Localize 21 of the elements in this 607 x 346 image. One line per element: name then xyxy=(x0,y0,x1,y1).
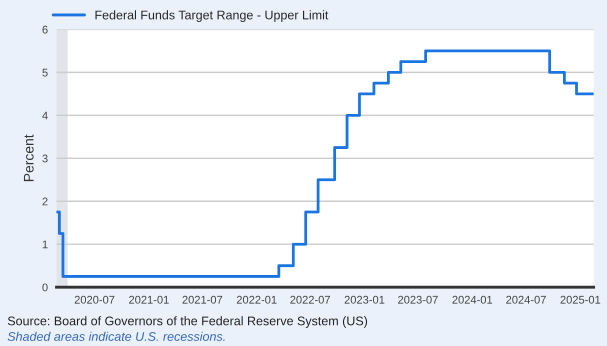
y-axis-title: Percent xyxy=(24,134,34,182)
x-tick-label: 2023-07 xyxy=(398,296,438,304)
x-tick-label: 2024-01 xyxy=(452,296,492,304)
x-tick-label: 2025-01 xyxy=(560,296,600,304)
x-tick-label: 2021-07 xyxy=(182,296,222,304)
x-tick-label: 2020-07 xyxy=(74,296,114,304)
x-tick-label: 2024-07 xyxy=(506,296,546,304)
x-tick-label: 2021-01 xyxy=(129,296,169,304)
y-tick-label: 0 xyxy=(42,283,48,292)
source-note: Source: Board of Governors of the Federal Reserve System (US) xyxy=(8,316,368,328)
legend-label: Federal Funds Target Range - Upper Limit xyxy=(95,10,328,22)
x-tick-label: 2022-07 xyxy=(290,296,330,304)
y-tick-label: 6 xyxy=(42,26,48,34)
y-tick-label: 4 xyxy=(42,112,48,120)
y-tick-label: 1 xyxy=(42,240,48,248)
y-tick-label: 5 xyxy=(42,68,48,77)
text: Shaded areas indicate U.S. recessions. xyxy=(8,332,225,341)
x-tick-label: 2023-01 xyxy=(344,296,384,304)
y-tick-label: 3 xyxy=(42,154,48,162)
x-tick-label: 2022-01 xyxy=(236,296,277,304)
y-tick-label: 2 xyxy=(42,198,48,206)
